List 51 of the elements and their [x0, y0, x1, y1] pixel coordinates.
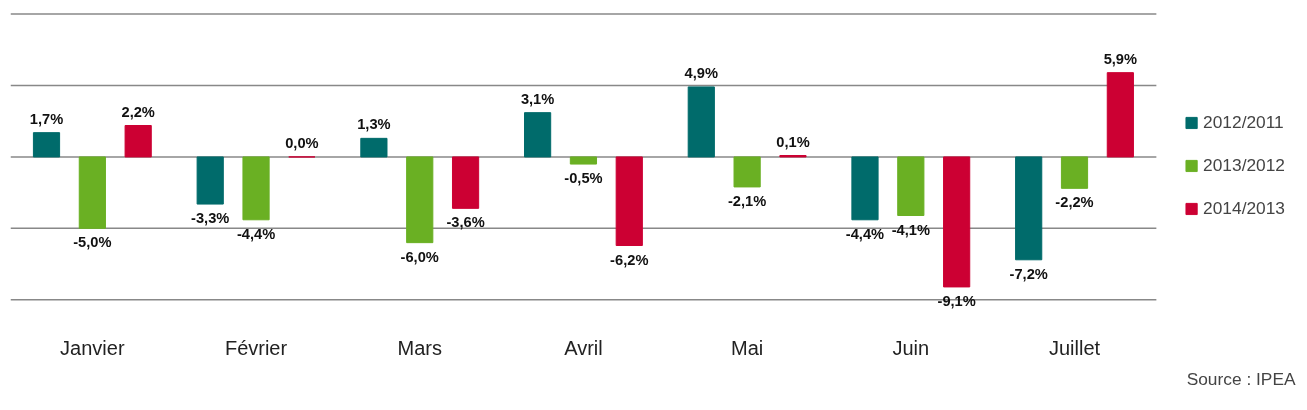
data-label: 0,0% — [285, 134, 319, 151]
bar — [851, 156, 879, 221]
data-label: -9,1% — [937, 292, 976, 309]
x-tick-label: Janvier — [60, 336, 125, 359]
bar — [451, 156, 480, 209]
data-label: 4,9% — [684, 64, 718, 81]
data-label: -2,1% — [727, 192, 767, 209]
data-label: 2,2% — [121, 103, 155, 120]
bar — [733, 156, 761, 188]
data-label: 1,7% — [29, 110, 64, 127]
legend-label: 2013/2012 — [1203, 154, 1285, 176]
source-note: Source : IPEA — [1186, 368, 1296, 389]
legend-label: 2014/2013 — [1203, 197, 1285, 219]
bar — [242, 156, 270, 221]
x-tick-label: Avril — [564, 336, 603, 359]
bar — [360, 137, 388, 158]
data-label: -4,4% — [845, 225, 885, 242]
data-label: -4,1% — [891, 221, 930, 238]
x-tick-label: Février — [224, 336, 288, 359]
bar — [615, 156, 643, 246]
bar — [1015, 156, 1043, 261]
data-label: -6,0% — [400, 248, 439, 265]
bar — [687, 86, 715, 158]
bar — [124, 125, 152, 158]
bar — [196, 156, 224, 205]
legend-label: 2012/2011 — [1203, 111, 1284, 133]
data-label: -6,2% — [610, 251, 649, 268]
data-label: -4,4% — [236, 225, 276, 242]
x-tick-label: Juin — [892, 336, 930, 359]
data-label: -3,3% — [191, 210, 230, 227]
bar — [1106, 72, 1134, 158]
bar — [1060, 156, 1089, 189]
bar — [524, 112, 552, 158]
data-label: -2,2% — [1055, 194, 1094, 211]
bar — [569, 156, 598, 165]
data-label: -5,0% — [73, 234, 112, 251]
bar — [32, 132, 61, 158]
bar — [897, 156, 925, 216]
data-label: 1,3% — [357, 116, 391, 133]
x-tick-label: Mai — [731, 336, 764, 359]
bar — [78, 156, 106, 229]
data-label: -7,2% — [1009, 265, 1048, 282]
bar — [406, 156, 434, 244]
x-tick-label: Mars — [397, 336, 442, 359]
bar — [943, 156, 971, 288]
x-tick-label: Juillet — [1048, 336, 1101, 359]
data-label: 5,9% — [1103, 50, 1138, 67]
data-label: -3,6% — [446, 214, 485, 231]
data-label: 3,1% — [520, 90, 555, 107]
data-label: 0,1% — [776, 133, 810, 150]
data-label: -0,5% — [564, 170, 603, 187]
